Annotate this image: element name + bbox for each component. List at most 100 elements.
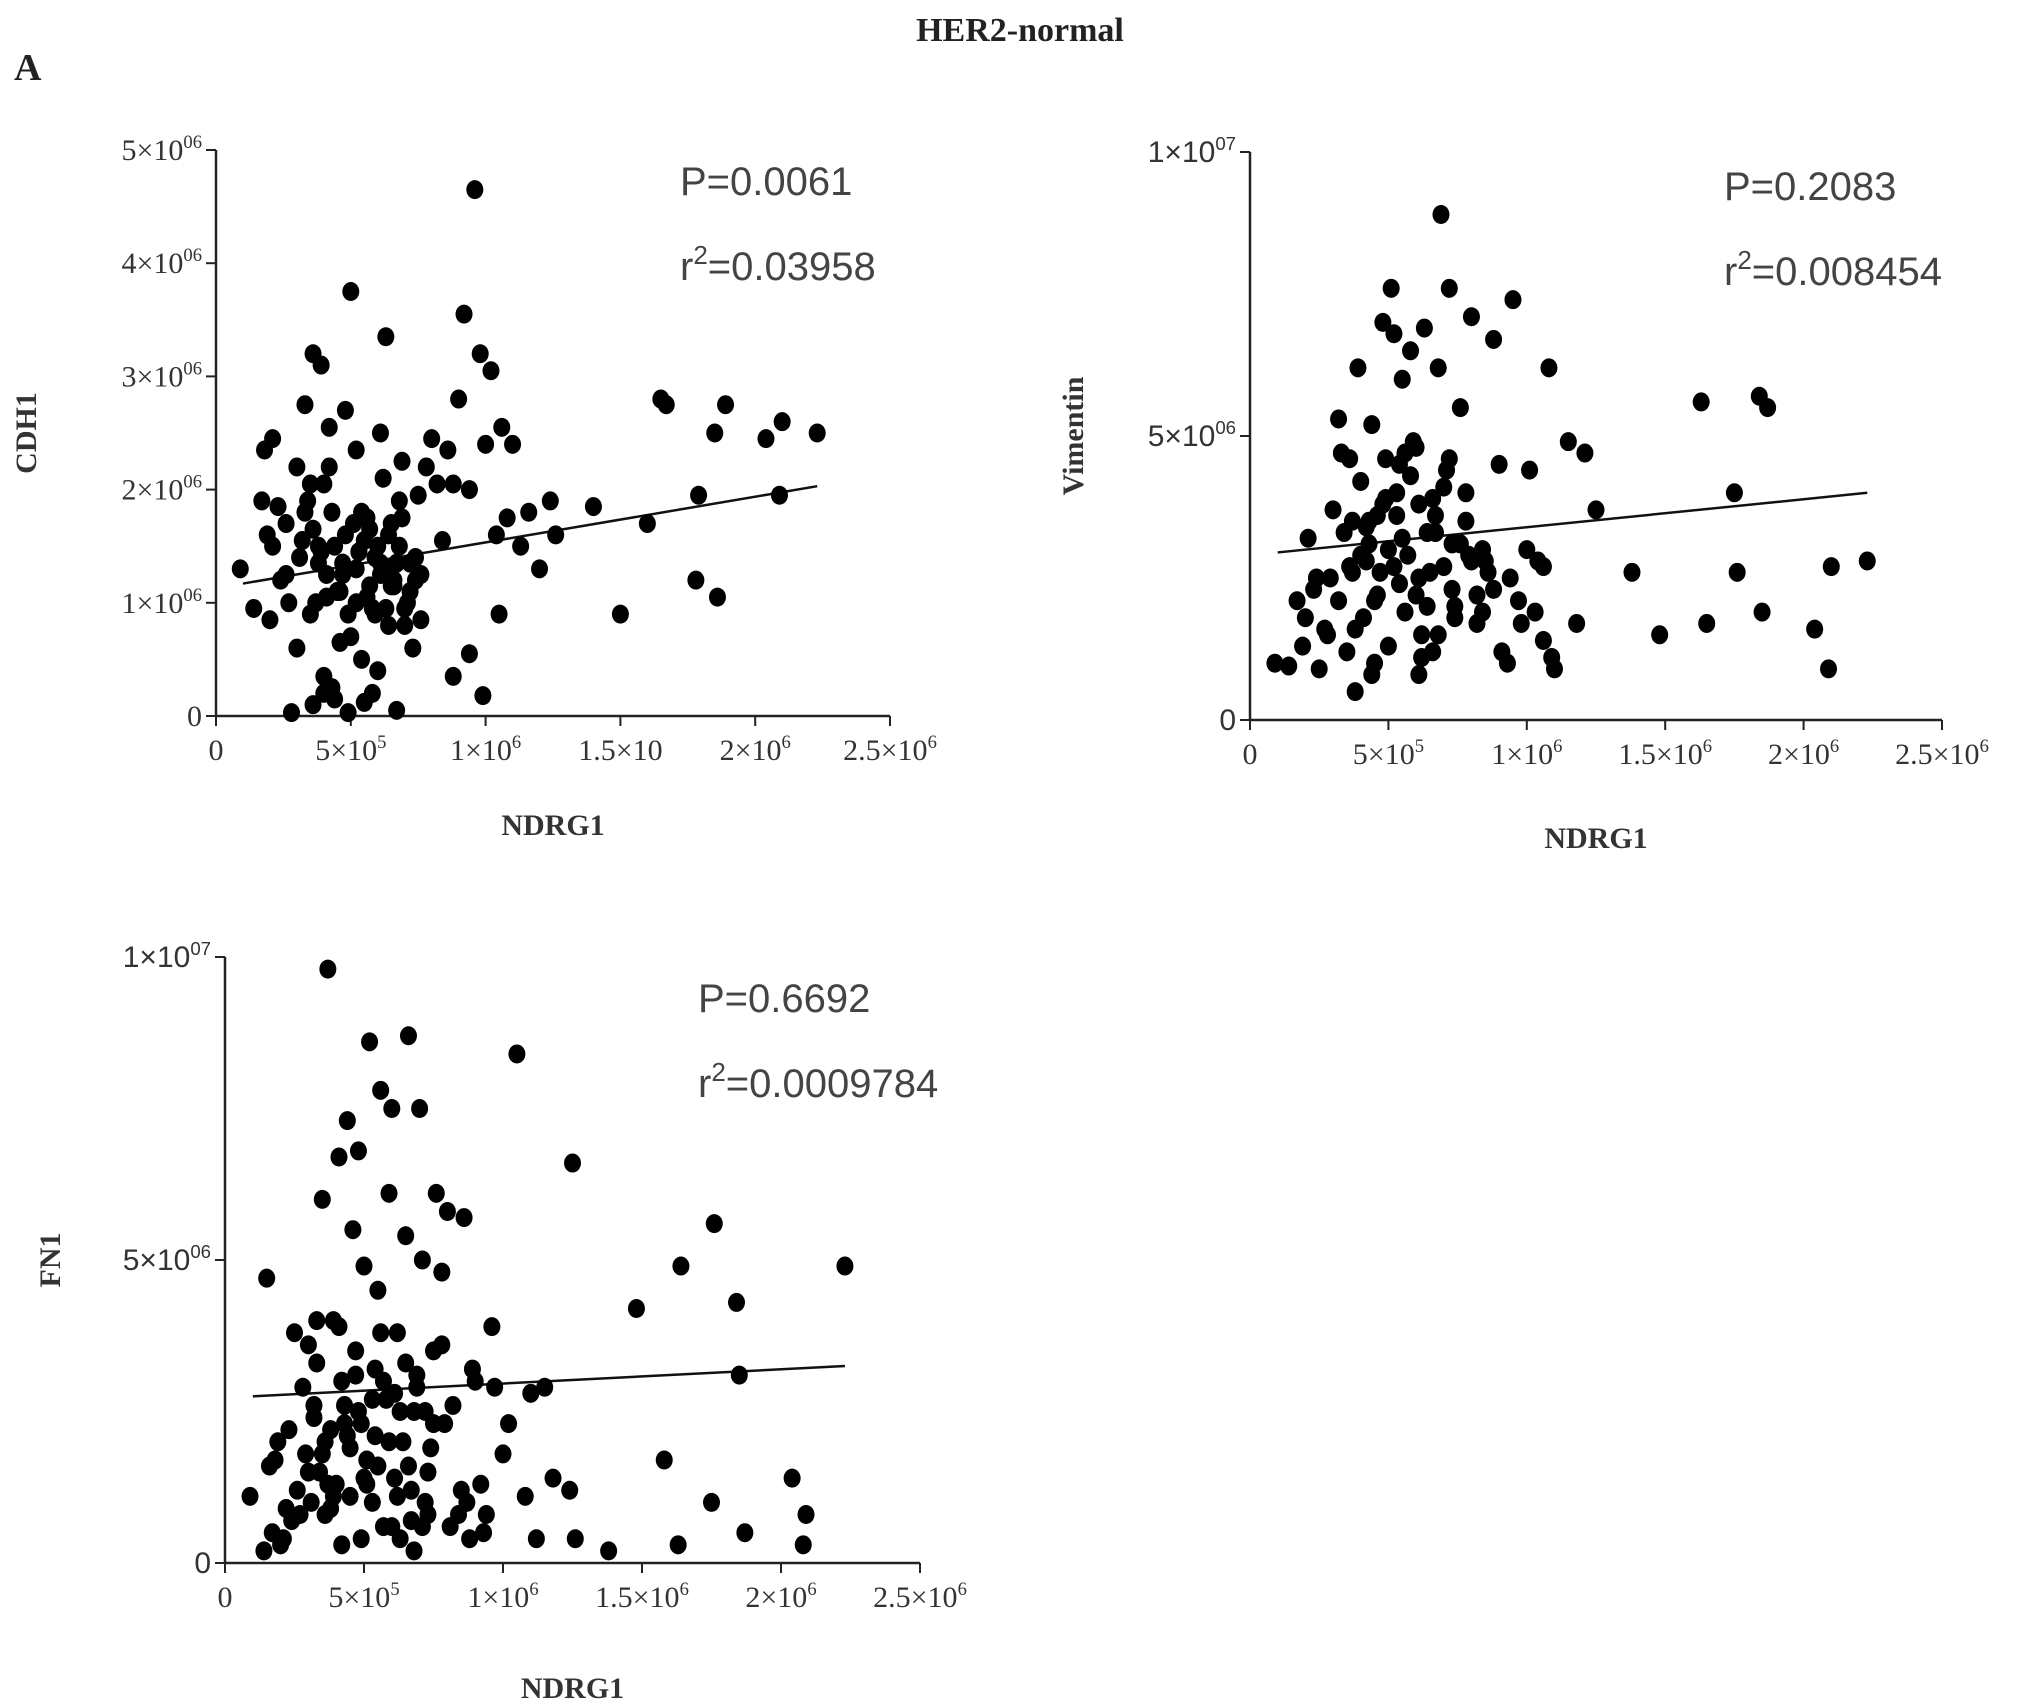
data-point [336,1395,354,1415]
data-point [308,1353,326,1373]
data-point [380,1432,398,1452]
data-point [1509,591,1527,611]
data-point [627,1298,645,1318]
data-point [304,695,322,715]
data-point [1501,568,1519,588]
data-point [349,1402,367,1421]
data-point [1651,625,1669,645]
data-point [380,615,398,635]
data-point [757,429,775,449]
data-point [1410,665,1428,685]
data-point [1543,648,1561,668]
data-point [655,1450,673,1470]
data-point [1518,540,1536,560]
data-point [1280,656,1298,676]
data-point [1504,290,1522,310]
data-point [770,485,788,505]
data-point [1415,318,1433,338]
data-point [338,1111,356,1131]
data-point [1363,415,1381,435]
data-point [836,1256,854,1276]
y-tick-label: 0 [187,700,202,733]
data-point [460,480,478,500]
data-point [374,1371,392,1391]
data-point [371,565,389,584]
data-point [1338,642,1356,662]
data-point [304,519,322,539]
data-point [1468,613,1486,633]
data-point [404,638,422,658]
data-point [419,1462,437,1482]
x-tick-label: 2.5×106 [873,1579,967,1614]
data-point [393,508,411,528]
data-point [305,1395,323,1415]
data-point [441,1517,459,1537]
data-point [690,485,708,505]
points-group [241,959,854,1561]
data-point [736,1523,754,1543]
data-point [1490,454,1508,474]
data-point [460,644,478,664]
p-value-label: P=0.0061 [680,160,852,204]
data-point [1443,579,1461,599]
data-point [1379,540,1397,560]
data-point [347,1341,365,1361]
data-point [433,1335,451,1355]
data-point [241,1486,259,1506]
data-point [483,1317,501,1337]
data-point [458,1492,476,1512]
data-point [794,1535,812,1555]
data-point [475,1523,493,1543]
data-point [1407,437,1425,457]
data-point [355,1468,373,1488]
data-point [1343,562,1361,582]
data-point [1399,545,1417,565]
data-point [1352,545,1370,565]
r-squared-label: r2=0.008454 [1724,245,1942,294]
data-point [363,1389,381,1409]
data-point [390,491,408,511]
data-point [388,1486,406,1506]
data-point [490,604,508,624]
x-tick-label: 1×106 [467,1579,538,1614]
data-point [1440,449,1458,469]
data-point [383,1517,401,1537]
y-axis-label: Vimentin [1057,376,1090,495]
figure-title: HER2-normal [916,12,1124,49]
data-point [1806,619,1824,639]
data-point [797,1505,815,1525]
data-point [231,559,249,579]
data-point [494,1444,512,1464]
data-point [380,525,398,545]
y-tick-label: 2×1006 [121,472,202,507]
data-point [413,1250,431,1270]
data-point [703,1492,720,1512]
data-point [350,542,368,562]
p-value-label: P=0.2083 [1724,165,1896,209]
data-point [439,440,457,460]
x-tick-label: 1.5×106 [1618,736,1712,771]
data-point [498,508,516,528]
data-point [1294,636,1312,656]
data-point [386,1383,404,1403]
data-point [472,1474,490,1494]
data-point [1692,392,1710,412]
data-point [1407,585,1425,605]
data-point [363,598,381,618]
data-point [1435,557,1453,577]
data-point [436,1414,454,1434]
data-point [1349,358,1367,378]
data-point [638,514,656,534]
r-squared-label: r2=0.03958 [680,240,876,289]
points-group [231,180,826,723]
data-point [1321,568,1339,588]
data-point [1393,528,1411,548]
data-point [544,1468,562,1488]
data-point [1288,591,1306,611]
data-point [600,1541,618,1561]
x-tick-label: 5×105 [1353,736,1424,771]
data-point [1540,358,1558,378]
data-point [422,1438,440,1458]
data-point [1568,613,1586,633]
data-point [1858,551,1876,571]
